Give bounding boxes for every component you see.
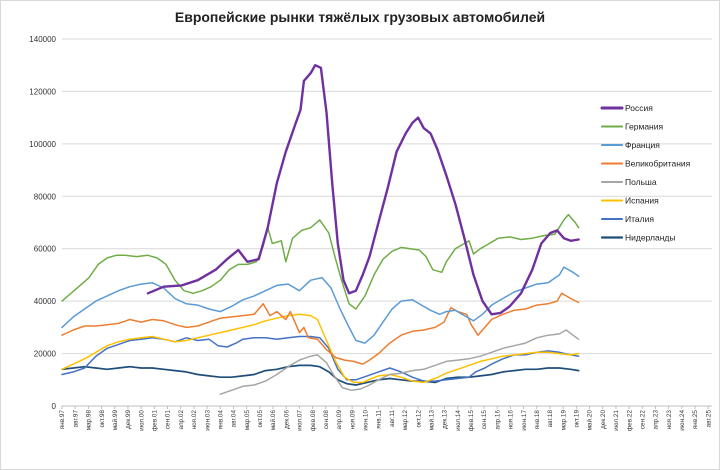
legend-label: Испания	[625, 196, 659, 206]
series-line	[61, 364, 580, 386]
x-tick-label: июн.24	[679, 410, 686, 431]
x-tick-label: май.06	[269, 410, 277, 431]
chart-title: Европейские рынки тяжёлых грузовых автом…	[174, 9, 546, 25]
x-tick-label: апр.02	[178, 410, 185, 430]
x-tick-label: авг.04	[231, 410, 238, 428]
x-tick-label: окт.12	[415, 410, 422, 428]
x-tick-label: сен.01	[165, 410, 172, 430]
series-line	[61, 313, 580, 384]
legend-label: Польша	[625, 177, 657, 187]
x-tick-label: дек.06	[283, 410, 290, 429]
x-tick-label: авг.97	[72, 410, 79, 428]
x-tick-label: июн.17	[521, 410, 528, 431]
x-tick-label: мар.19	[560, 410, 567, 431]
x-tick-label: ноя.02	[191, 410, 198, 430]
series-line	[146, 63, 580, 316]
x-tick-label: фев.22	[626, 410, 633, 432]
y-tick-label: 100000	[29, 140, 56, 149]
x-tick-label: мар.98	[86, 410, 93, 431]
x-tick-label: дек.99	[125, 410, 132, 429]
y-tick-label: 120000	[29, 87, 56, 96]
x-tick-label: янв.11	[376, 410, 383, 429]
series-line	[61, 213, 580, 310]
y-tick-label: 0	[52, 402, 57, 411]
grid	[62, 38, 712, 407]
series-lines	[61, 63, 580, 395]
x-tick-label: май.99	[111, 410, 119, 431]
legend-label: Великобритания	[625, 159, 691, 169]
x-tick-label: апр.23	[653, 410, 660, 430]
x-tick-label: дек.13	[442, 410, 449, 429]
series-line	[219, 329, 580, 395]
x-tick-label: авг.18	[547, 410, 554, 428]
y-tick-label: 80000	[34, 192, 57, 201]
series-line	[61, 266, 580, 344]
series-line	[61, 335, 580, 382]
legend-label: Германия	[625, 122, 664, 132]
x-tick-label: окт.19	[574, 410, 581, 428]
x-tick-label: ноя.23	[666, 410, 673, 430]
legend: Россия Германия Франция Великобритания Польш…	[600, 103, 691, 243]
legend-label: Франция	[625, 140, 660, 150]
x-tick-label: апр.16	[494, 410, 501, 430]
x-tick-label: июн.03	[204, 410, 211, 431]
x-tick-label: окт.05	[257, 410, 264, 428]
axes: 0 20000 40000 60000 80000 100000 120000 140000 я…	[29, 35, 712, 431]
x-tick-label: янв.25	[692, 410, 699, 430]
x-tick-label: апр.09	[336, 410, 343, 430]
x-tick-label: май.13	[427, 410, 435, 431]
y-tick-label: 20000	[34, 350, 57, 359]
legend-label: Италия	[625, 214, 654, 224]
x-tick-label: май.20	[586, 410, 594, 431]
x-tick-label: дек.20	[600, 410, 607, 429]
legend-label: Россия	[625, 103, 653, 113]
x-tick-label: фев.01	[152, 410, 159, 432]
x-tick-label: сен.15	[481, 410, 488, 430]
x-tick-label: авг.11	[389, 410, 396, 427]
x-tick-label: фев.15	[468, 410, 475, 432]
x-tick-label: июн.10	[363, 410, 370, 431]
y-tick-label: 60000	[34, 245, 57, 254]
x-tick-label: янв.18	[534, 410, 541, 430]
x-tick-label: июл.14	[455, 410, 462, 431]
x-tick-label: сен.08	[323, 410, 330, 430]
x-tick-label: мар.05	[244, 410, 251, 431]
y-tick-label: 140000	[29, 35, 56, 44]
x-tick-label: янв.97	[59, 410, 66, 430]
y-tick-label: 40000	[34, 297, 57, 306]
x-tick-label: сен.22	[639, 410, 646, 430]
x-tick-label: фев.08	[310, 410, 317, 432]
x-tick-label: июл.21	[613, 410, 620, 431]
x-tick-label: окт.98	[99, 410, 106, 428]
x-tick-label: июл.07	[297, 410, 304, 431]
x-tick-label: ноя.09	[349, 410, 356, 430]
series-line	[61, 292, 580, 365]
legend-label: Нидерланды	[625, 233, 675, 243]
x-tick-label: авг.25	[705, 410, 712, 428]
x-tick-label: июл.00	[138, 410, 145, 431]
x-tick-label: мар.12	[402, 410, 409, 431]
x-tick-label: янв.04	[217, 410, 224, 430]
x-tick-label: ноя.16	[508, 410, 515, 430]
